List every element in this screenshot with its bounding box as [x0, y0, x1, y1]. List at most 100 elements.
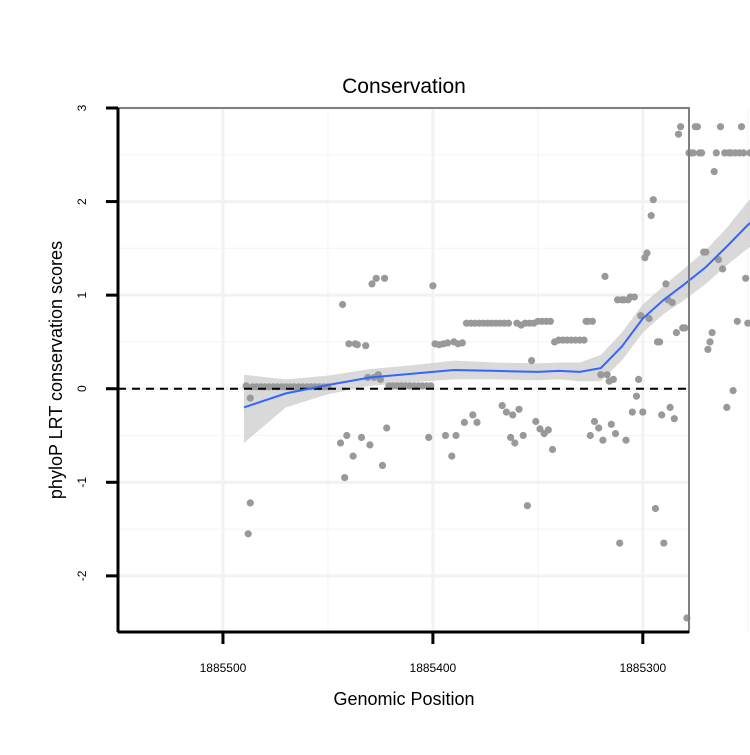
data-point	[698, 149, 706, 157]
data-point	[580, 336, 588, 344]
data-point	[632, 392, 641, 400]
data-point	[742, 274, 750, 282]
data-point	[381, 274, 389, 282]
data-point	[242, 382, 250, 390]
data-point	[353, 341, 361, 349]
x-tick-label: 1885300	[619, 661, 666, 675]
data-point	[469, 411, 477, 419]
data-point	[737, 123, 746, 131]
data-point	[339, 300, 347, 309]
data-point	[343, 431, 351, 440]
data-point	[511, 439, 519, 447]
data-point	[444, 339, 452, 347]
x-tick-label: 1885500	[200, 661, 247, 675]
data-point	[672, 329, 681, 337]
data-point	[645, 314, 653, 323]
y-tick-label: 0	[75, 385, 89, 392]
data-point	[733, 317, 741, 325]
data-point	[366, 441, 374, 449]
y-tick-label: 2	[75, 198, 89, 205]
data-point	[448, 452, 456, 460]
confidence-band	[244, 199, 750, 443]
data-point	[603, 371, 611, 379]
x-axis-title: Genomic Position	[333, 689, 474, 709]
data-point	[611, 430, 620, 438]
y-tick-label: 1	[75, 291, 89, 298]
data-point	[458, 339, 466, 347]
data-point	[729, 387, 737, 395]
data-point	[704, 345, 712, 353]
data-point	[658, 411, 666, 419]
data-point	[528, 357, 536, 365]
y-axis-title: phyloP LRT conservation scores	[46, 241, 66, 499]
data-point	[656, 338, 664, 346]
smooth-line	[243, 221, 750, 409]
data-point	[244, 530, 252, 538]
data-point	[668, 299, 676, 307]
data-point	[427, 382, 435, 390]
data-point	[635, 375, 643, 383]
data-point	[716, 123, 725, 131]
data-point	[507, 433, 515, 441]
data-point	[601, 272, 609, 280]
data-point	[378, 461, 387, 469]
data-point	[588, 317, 597, 325]
data-point	[546, 317, 555, 325]
data-point	[372, 274, 380, 282]
data-point	[383, 424, 391, 432]
data-point	[647, 212, 655, 220]
data-point	[246, 499, 254, 507]
data-point	[628, 408, 636, 416]
data-point	[639, 408, 647, 416]
data-point	[744, 319, 750, 327]
data-point	[590, 417, 599, 426]
data-point	[622, 436, 630, 444]
data-point	[674, 130, 683, 138]
data-point	[702, 248, 710, 256]
data-point	[523, 502, 532, 510]
data-point	[548, 445, 557, 454]
chart-title: Conservation	[342, 75, 466, 98]
data-point	[532, 417, 540, 426]
data-point	[345, 340, 353, 348]
x-tick-label: 1885400	[410, 661, 457, 675]
data-point	[677, 123, 685, 131]
data-point	[460, 418, 468, 426]
data-point	[689, 149, 697, 157]
data-point	[452, 431, 460, 440]
data-point	[693, 123, 702, 131]
data-point	[336, 439, 345, 447]
y-tick-label: -2	[75, 570, 89, 581]
data-point	[740, 149, 748, 157]
data-point	[595, 424, 603, 432]
data-point	[536, 425, 544, 433]
data-point	[710, 168, 718, 176]
data-point	[515, 405, 523, 413]
data-point	[341, 474, 349, 482]
data-point	[681, 324, 689, 332]
data-point	[357, 433, 366, 441]
data-point	[662, 280, 670, 288]
data-point	[519, 431, 527, 440]
y-tick-label: 3	[75, 104, 89, 111]
data-point	[649, 196, 657, 204]
data-point	[349, 452, 357, 460]
data-point	[723, 403, 731, 411]
data-point	[630, 293, 639, 301]
data-point	[609, 375, 618, 383]
data-point	[719, 265, 727, 273]
data-point	[504, 319, 513, 327]
data-point	[368, 280, 376, 288]
data-point	[429, 282, 437, 290]
data-point	[712, 149, 720, 157]
data-point	[670, 415, 678, 423]
data-point	[246, 394, 254, 402]
y-tick-label: -1	[75, 477, 89, 488]
data-point	[502, 408, 510, 416]
data-point	[708, 329, 716, 337]
data-point	[597, 371, 605, 379]
data-point	[362, 342, 370, 350]
data-point	[586, 431, 594, 440]
data-point	[498, 402, 506, 410]
